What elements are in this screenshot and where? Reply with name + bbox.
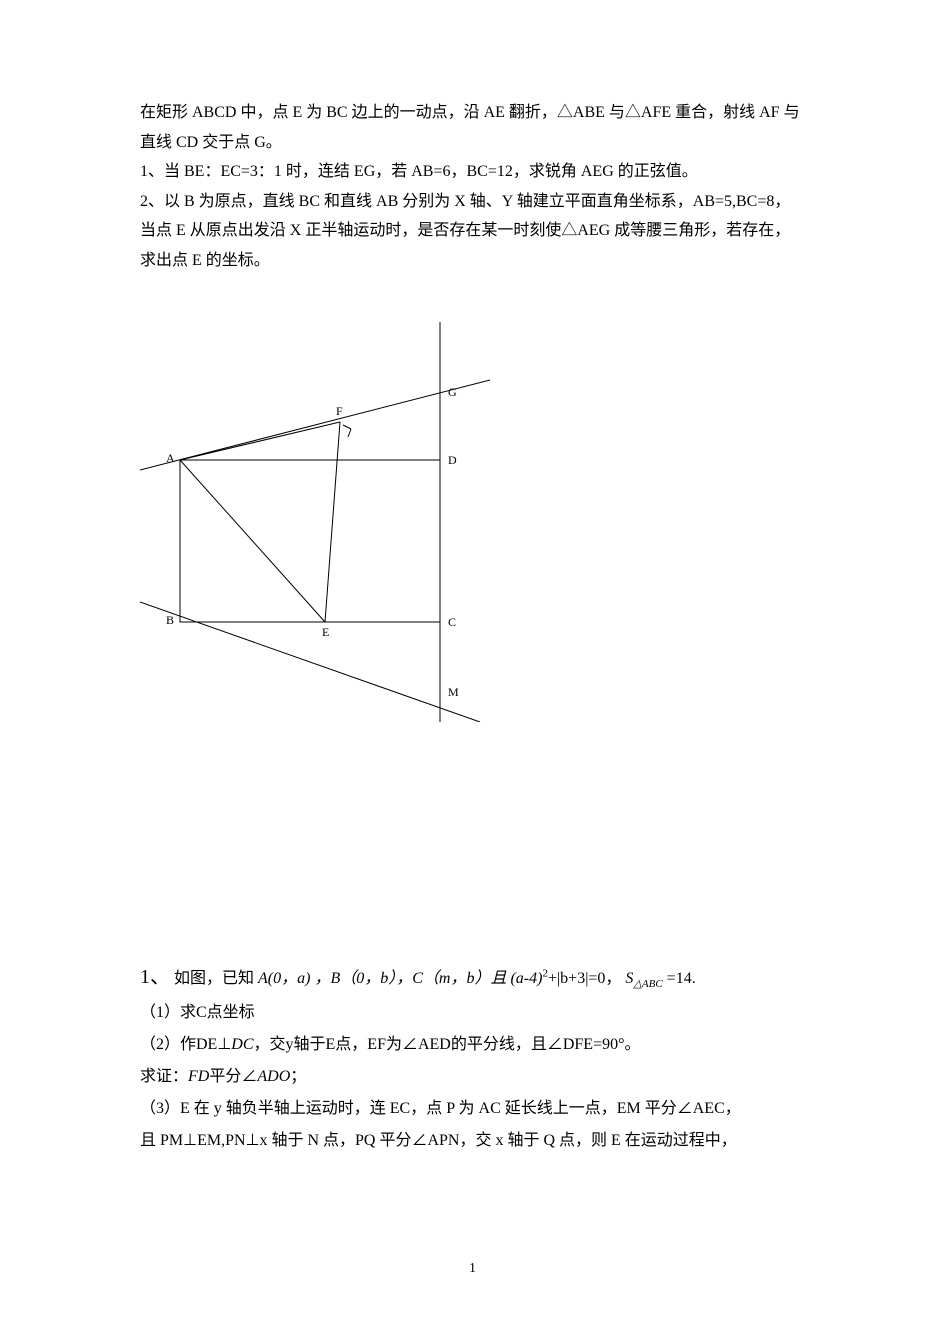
p1-line2: 直线 CD 交于点 G。 [140,130,805,156]
p2-heading: 1、 如图，已知 A(0，a) ，B（0，b），C（m，b）且 (a-4)2+|… [140,957,805,997]
svg-text:A: A [166,451,175,465]
q2-semi: ； [290,1068,306,1085]
eq14: =14. [663,970,696,987]
q2-FD: FD [188,1068,209,1085]
svg-text:D: D [448,453,457,467]
page-number: 1 [0,1261,945,1277]
q2b: ，交y轴于E点，EF为∠AED的平分线，且∠DFE=90°。 [254,1036,641,1053]
svg-text:C: C [448,615,456,629]
p1-line5: 当点 E 从原点出发沿 X 正半轴运动时，是否存在某一时刻使△AEG 成等腰三角… [140,218,805,244]
svg-text:F: F [336,404,343,418]
svg-text:G: G [448,385,457,399]
S-sub: △ABC [633,978,662,990]
p1-line3: 1、当 BE：EC=3：1 时，连结 EG，若 AB=6，BC=12，求锐角 A… [140,159,805,185]
p2-num: 1、 [140,966,170,988]
p2-q2: （2）作DE⊥DC，交y轴于E点，EF为∠AED的平分线，且∠DFE=90°。 [140,1029,805,1061]
q2-rest: 平分∠ [209,1068,257,1085]
p2-q3b: 且 PM⊥EM,PN⊥x 轴于 N 点，PQ 平分∠APN，交 x 轴于 Q 点… [140,1125,805,1157]
p1-line1: 在矩形 ABCD 中，点 E 为 BC 边上的一动点，沿 AE 翻折，△ABE … [140,100,805,126]
problem2: 1、 如图，已知 A(0，a) ，B（0，b），C（m，b）且 (a-4)2+|… [140,957,805,1157]
q2-ADO: ADO [257,1068,290,1085]
q2-proof: 求证： [140,1068,188,1085]
svg-text:B: B [166,613,174,627]
svg-text:E: E [322,625,329,639]
p1-line4: 2、以 B 为原点，直线 BC 和直线 AB 分别为 X 轴、Y 轴建立平面直角… [140,189,805,215]
p2-A: A(0，a) ，B（0，b），C（m，b）且 (a-4) [258,970,542,987]
problem1: 在矩形 ABCD 中，点 E 为 BC 边上的一动点，沿 AE 翻折，△ABE … [140,100,805,274]
p2-h-rest: 如图，已知 [174,970,254,987]
figure: A B C D E F G M [140,292,805,727]
p1-line6: 求出点 E 的坐标。 [140,248,805,274]
p2-q3a: （3）E 在 y 轴负半轴上运动时，连 EC，点 P 为 AC 延长线上一点，E… [140,1093,805,1125]
q2-DC: DC [231,1036,253,1053]
page: 在矩形 ABCD 中，点 E 为 BC 边上的一动点，沿 AE 翻折，△ABE … [0,0,945,1337]
p2-abs: +|b+3|=0， [548,970,621,987]
p2-q1: （1）求C点坐标 [140,997,805,1029]
p2-q2-proof: 求证：FD平分∠ADO； [140,1061,805,1093]
svg-text:M: M [448,685,459,699]
q2a: （2）作DE⊥ [140,1036,231,1053]
figure-svg: A B C D E F G M [140,292,520,722]
